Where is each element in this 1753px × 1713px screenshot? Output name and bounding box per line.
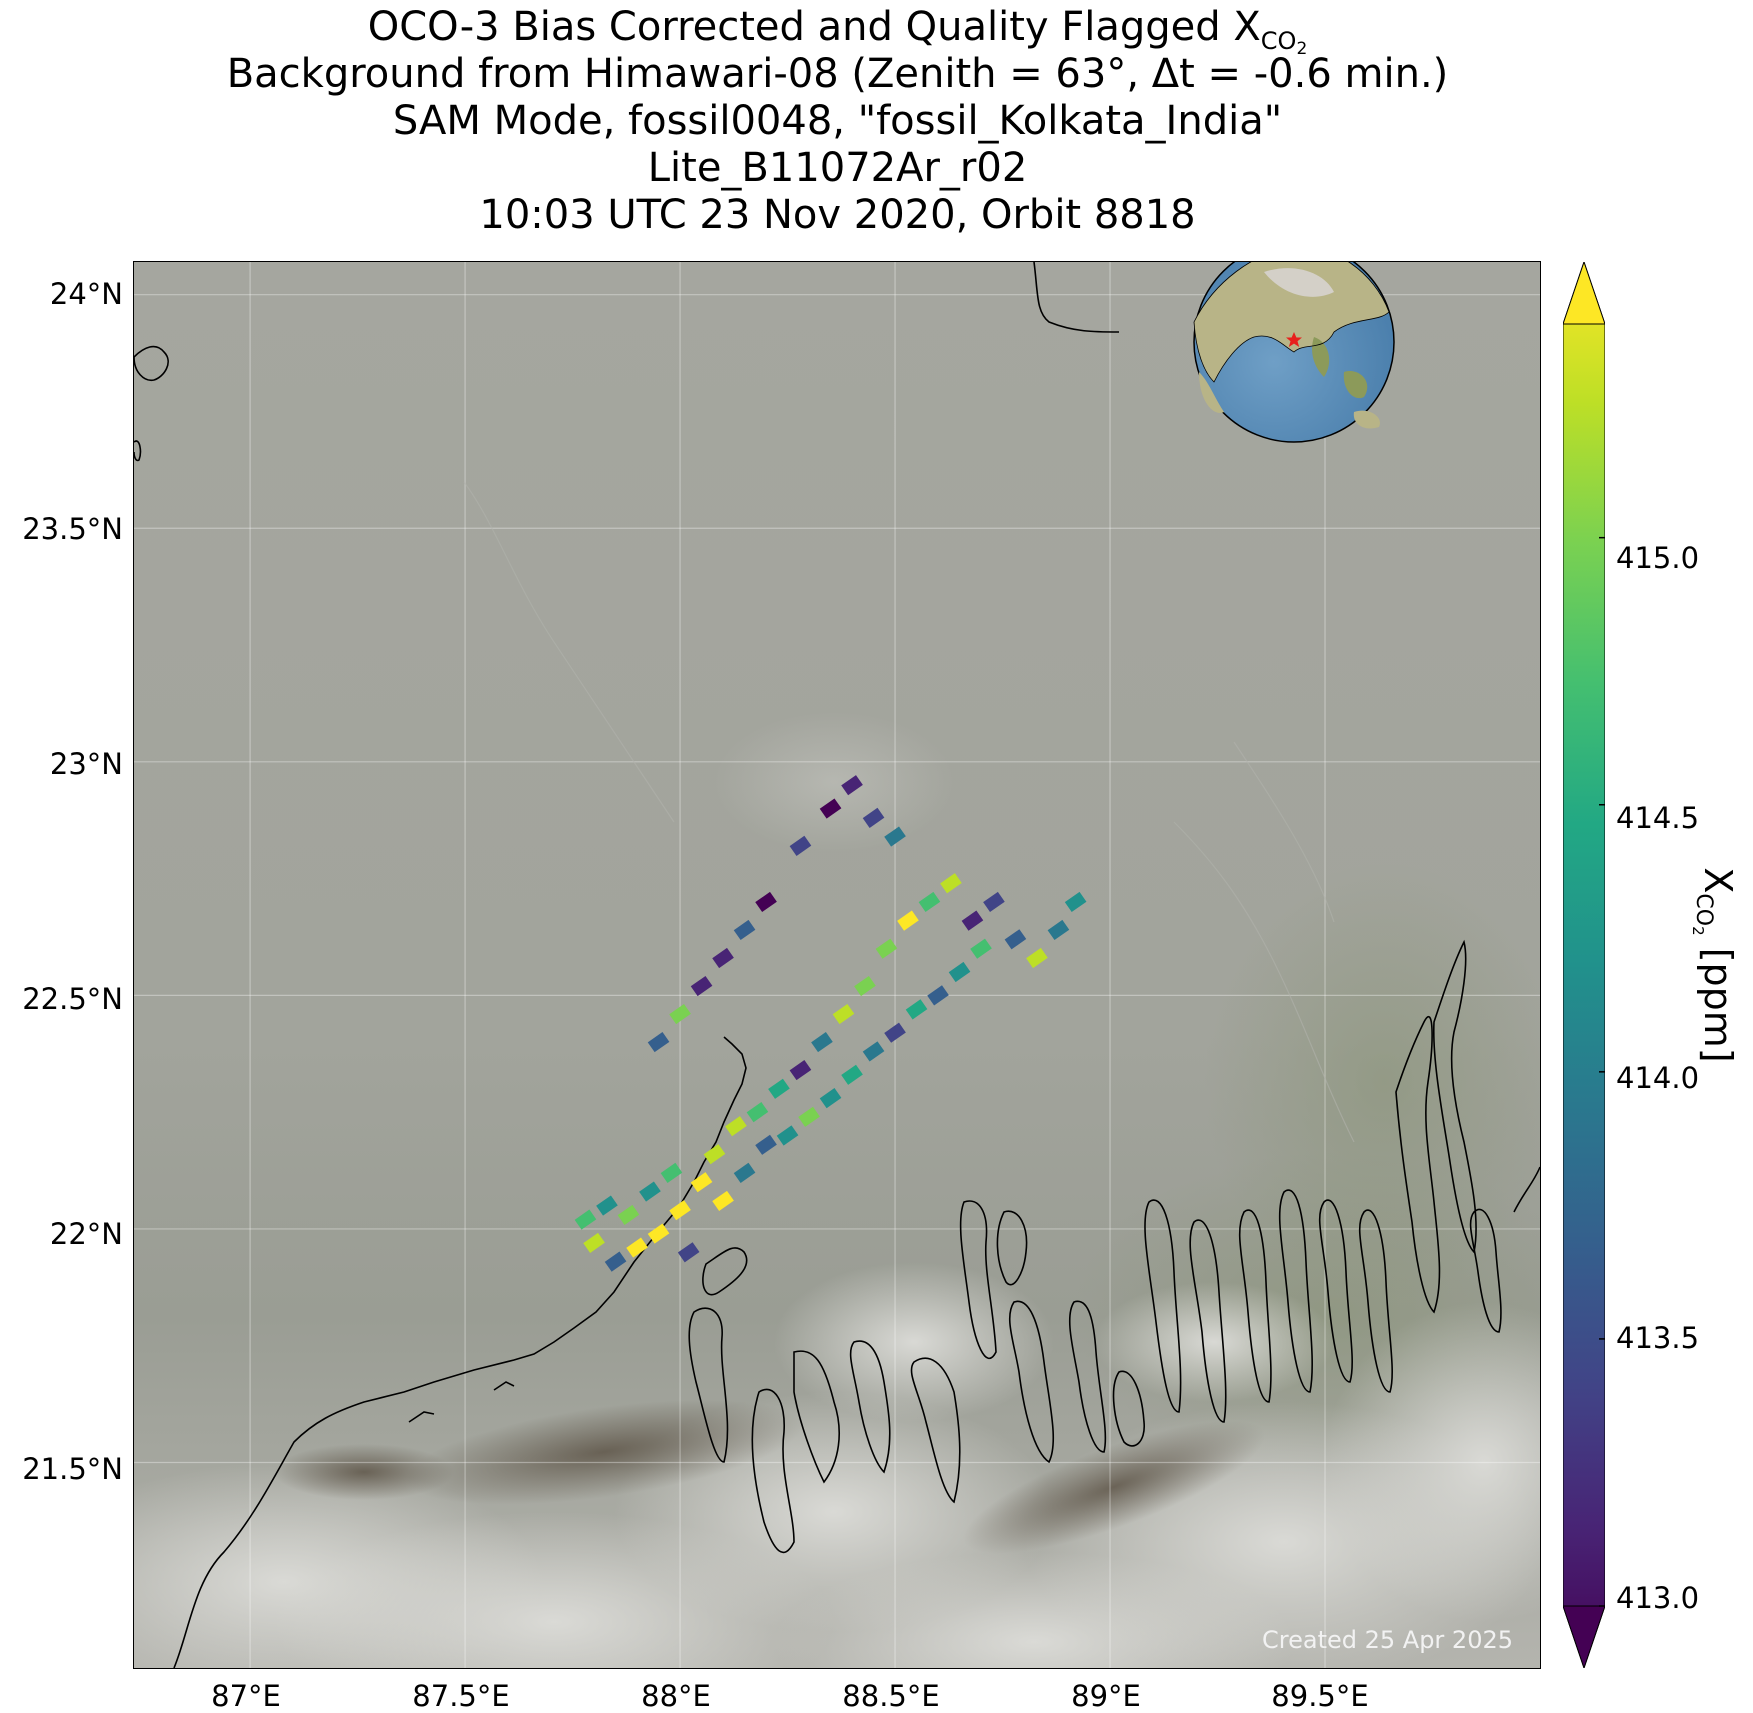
inset-globe[interactable] [1193,262,1395,443]
colorbar-tick-label: 415.0 [1616,541,1700,575]
cb-label-2: 2 [1689,926,1707,936]
xco2-sounding [832,1003,855,1025]
xco2-sounding [789,835,812,856]
title-line-4: Lite_B11072Ar_r02 [647,145,1028,191]
xco2-sounding [798,1106,820,1127]
xco2-sounding [776,1125,799,1146]
xco2-sounding [841,775,863,796]
created-date-credit: Created 25 Apr 2025 [1262,1626,1514,1654]
vegetation-shading-2 [1204,862,1540,1302]
xco2-soundings [574,775,1087,1272]
xco2-sounding [677,1242,700,1263]
xco2-sounding [647,1223,670,1244]
lon-tick-label: 89.5°E [1271,1679,1369,1713]
xco2-sounding [703,1144,726,1165]
colorbar-tick-label: 414.5 [1616,801,1700,835]
xco2-sounding [574,1209,597,1230]
xco2-sounding [669,1003,691,1025]
xco2-sounding [617,1204,640,1225]
xco2-sounding [712,947,734,969]
red-star-icon [1286,332,1302,347]
lat-tick-label: 22°N [49,1217,123,1251]
title-line-1: OCO-3 Bias Corrected and Quality Flagged… [0,4,1675,58]
xco2-sounding [660,1162,683,1183]
title-line-5: 10:03 UTC 23 Nov 2020, Orbit 8818 [479,192,1196,238]
xco2-sounding [712,1190,734,1211]
lon-tick-label: 89°E [1071,1679,1141,1713]
cb-label-co: CO [1691,893,1716,927]
xco2-sounding [626,1237,648,1258]
xco2-sounding [927,985,949,1006]
xco2-sounding [669,1200,691,1221]
xco2-sounding [841,1064,863,1085]
xco2-sounding [897,910,919,931]
lat-tick-label: 24°N [49,277,123,311]
xco2-sounding [755,891,777,913]
xco2-sounding [819,798,842,819]
xco2-sounding [596,1195,618,1216]
lat-tick-label: 23.5°N [22,512,123,546]
title-line-2: Background from Himawari-08 (Zenith = 63… [226,51,1449,97]
map-canvas[interactable] [134,262,1540,1668]
xco2-sounding [755,1134,777,1155]
xco2-sounding [1004,929,1027,950]
xco2-sounding [690,1172,713,1193]
xco2-sounding [961,910,984,931]
xco2-sounding [905,999,928,1020]
xco2-sounding [983,891,1005,913]
xco2-sounding [733,919,756,941]
xco2-sounding [746,1102,769,1123]
xco2-sounding [819,1088,842,1109]
xco2-sounding [1026,947,1048,969]
colorbar [1563,262,1605,1668]
xco2-sounding [948,961,971,983]
title-line-1-text: OCO-3 Bias Corrected and Quality Flagged… [367,4,1261,50]
xco2-sounding [862,1041,885,1062]
dark-cloud-shadows [274,1399,1265,1554]
river-lines [463,481,1355,1143]
lat-tick-label: 23°N [49,747,123,781]
gridlines [134,262,1540,1668]
xco2-sounding [875,938,898,959]
xco2-sounding [583,1232,605,1254]
map-panel[interactable] [134,262,1540,1668]
lon-tick-label: 87°E [211,1679,281,1713]
xco2-sounding [884,1022,906,1043]
xco2-sounding [768,1078,790,1099]
xco2-sounding [690,975,713,997]
coastline [134,262,1540,1668]
xco2-sounding [1064,891,1087,913]
colorbar-tick-label: 413.0 [1616,1581,1700,1615]
title-2-subsub: 2 [1296,39,1308,59]
title-co-sub: CO [1260,27,1297,55]
xco2-sounding [970,938,992,959]
colorbar-label: XCO2 [ppm] [1689,867,1740,1063]
xco2-sounding [940,873,962,894]
xco2-sounding [725,1116,747,1137]
xco2-sounding [733,1162,756,1183]
xco2-sounding [647,1031,670,1053]
chart-title: OCO-3 Bias Corrected and Quality Flagged… [0,4,1675,239]
lat-tick-label: 21.5°N [22,1452,123,1486]
lon-tick-label: 88°E [641,1679,711,1713]
xco2-sounding [884,826,906,847]
xco2-sounding [862,807,885,828]
xco2-sounding [639,1181,661,1202]
cb-label-units: [ppm] [1696,935,1740,1063]
xco2-sounding [854,975,876,997]
cb-label-x: X [1696,867,1740,894]
xco2-sounding [1047,919,1070,941]
lon-tick-label: 87.5°E [412,1679,510,1713]
lon-tick-label: 88.5°E [842,1679,940,1713]
xco2-sounding [789,1060,812,1081]
colorbar-tick-label: 413.5 [1616,1321,1700,1355]
xco2-sounding [811,1031,833,1053]
lat-tick-label: 22.5°N [22,982,123,1016]
xco2-sounding [604,1251,627,1272]
title-line-3: SAM Mode, fossil0048, "fossil_Kolkata_In… [392,98,1283,144]
colorbar-tick-label: 414.0 [1616,1061,1700,1095]
xco2-sounding [918,891,941,913]
